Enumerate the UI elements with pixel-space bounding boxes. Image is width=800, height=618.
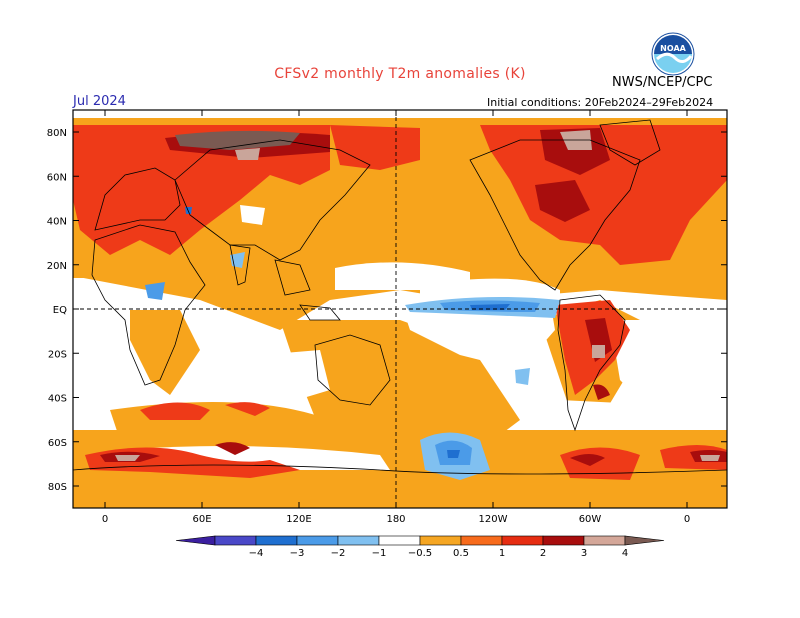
colorbar-label: −0.5 xyxy=(408,548,432,559)
lat-label: 40N xyxy=(47,217,67,228)
lat-label: EQ xyxy=(53,305,67,316)
lon-label: 0 xyxy=(102,514,108,525)
lat-label: 80S xyxy=(48,482,67,493)
colorbar-max-arrow xyxy=(625,536,664,545)
colorbar: −4 −3 −2 −1 −0.5 0.5 1 2 3 4 xyxy=(176,536,664,559)
lon-label: 120E xyxy=(286,514,311,525)
colorbar-box xyxy=(338,536,379,545)
colorbar-label: 1 xyxy=(499,548,505,559)
colorbar-box xyxy=(420,536,461,545)
colorbar-box xyxy=(584,536,625,545)
lon-label: 0 xyxy=(684,514,690,525)
colorbar-min-arrow xyxy=(176,536,215,545)
colorbar-label: −2 xyxy=(331,548,346,559)
lat-label: 60S xyxy=(48,438,67,449)
colorbar-box xyxy=(256,536,297,545)
lat-label: 20N xyxy=(47,261,67,272)
lat-label: 40S xyxy=(48,394,67,405)
lat-label: 60N xyxy=(47,172,67,183)
colorbar-box xyxy=(379,536,420,545)
colorbar-box xyxy=(461,536,502,545)
lon-label: 60E xyxy=(192,514,211,525)
colorbar-label: 4 xyxy=(622,548,628,559)
colorbar-box xyxy=(297,536,338,545)
lon-label: 180 xyxy=(386,514,405,525)
colorbar-label: 3 xyxy=(581,548,587,559)
colorbar-label: 0.5 xyxy=(453,548,469,559)
lat-label: 80N xyxy=(47,128,67,139)
colorbar-box xyxy=(543,536,584,545)
lat-label: 20S xyxy=(48,349,67,360)
anomaly-map: 80N60N40N20NEQ20S40S60S80S 0 60E 120E 180 12… xyxy=(0,0,800,618)
colorbar-label: −1 xyxy=(372,548,387,559)
colorbar-label: −4 xyxy=(249,548,264,559)
lon-label: 60W xyxy=(579,514,602,525)
colorbar-box xyxy=(215,536,256,545)
lon-label: 120W xyxy=(479,514,508,525)
colorbar-label: 2 xyxy=(540,548,546,559)
colorbar-box xyxy=(502,536,543,545)
colorbar-label: −3 xyxy=(290,548,305,559)
